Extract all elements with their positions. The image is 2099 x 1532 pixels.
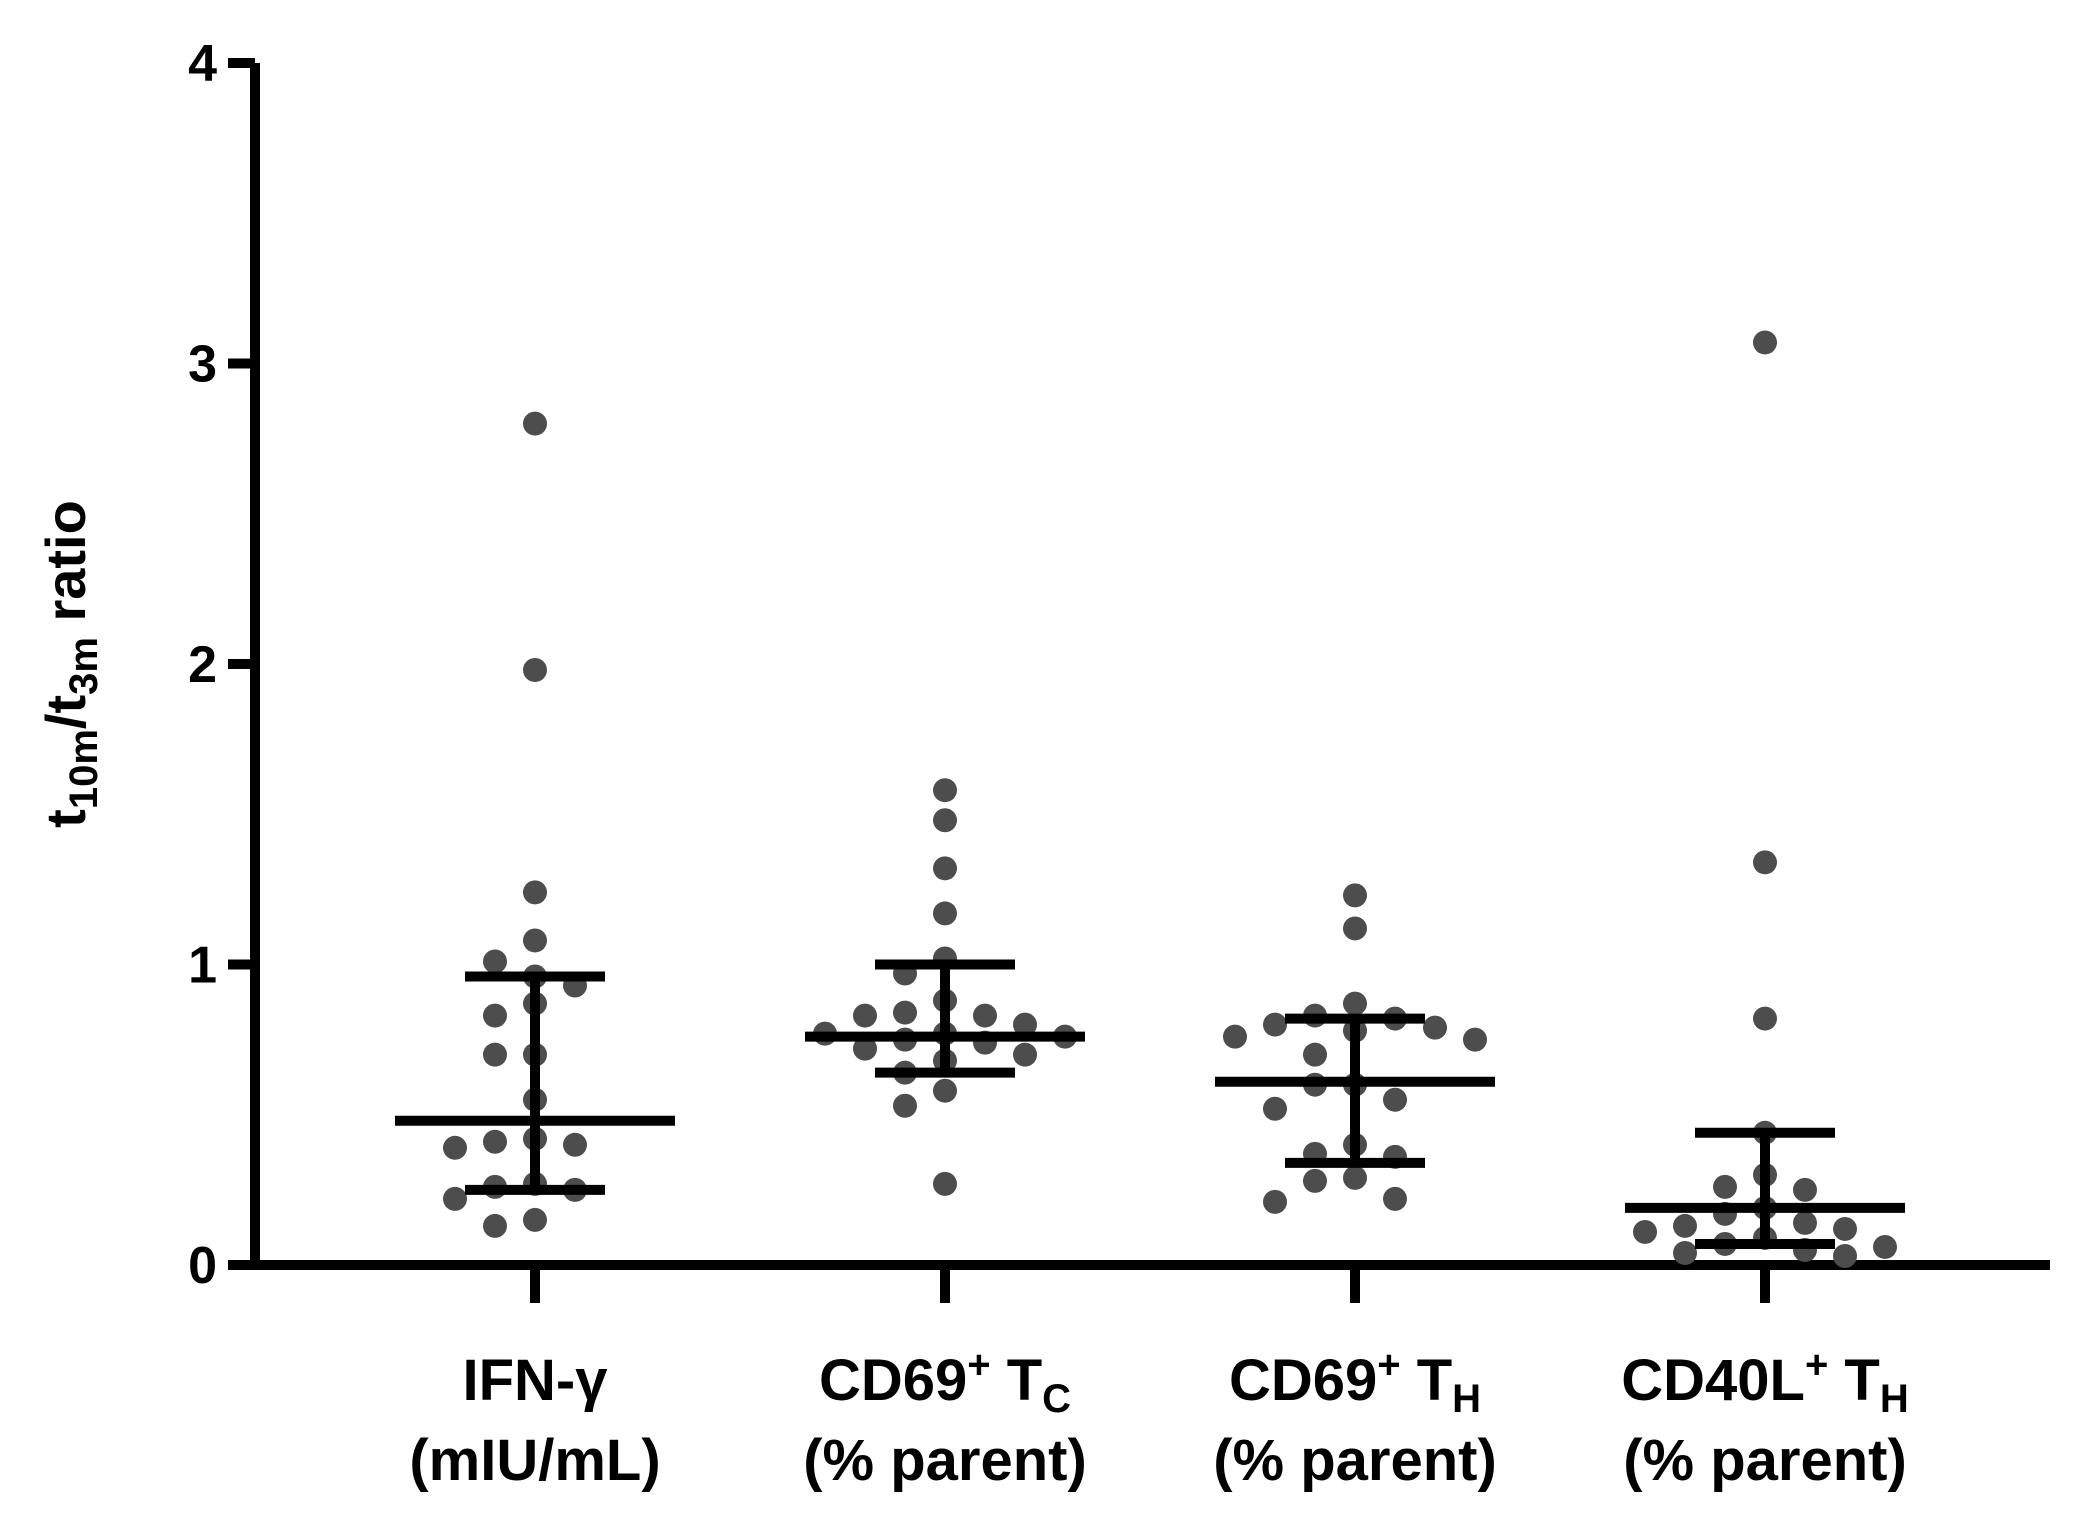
data-marks <box>395 330 1905 1268</box>
point-cd40l-th-11 <box>1833 1216 1857 1241</box>
category-sublabel-cd69-th: (% parent) <box>1213 1428 1497 1493</box>
category-label-part-cd69-th-1: + <box>1377 1343 1400 1387</box>
y-tick-label-1: 1 <box>188 937 217 995</box>
point-ifn-0 <box>523 411 547 436</box>
point-ifn-2 <box>523 880 547 905</box>
category-label-cd69-tc: CD69+ TC <box>819 1343 1071 1421</box>
category-label-part-cd69-tc-3: C <box>1042 1377 1071 1421</box>
point-cd40l-th-15 <box>1873 1234 1897 1259</box>
point-cd69-tc-16 <box>853 1036 877 1061</box>
point-ifn-20 <box>523 1207 547 1232</box>
point-cd40l-th-0 <box>1753 330 1777 355</box>
point-ifn-13 <box>483 1129 507 1154</box>
point-cd40l-th-9 <box>1793 1210 1817 1235</box>
category-label-part-cd69-th-2: T <box>1401 1348 1453 1413</box>
point-cd69-th-14 <box>1263 1096 1287 1121</box>
point-cd69-tc-20 <box>933 1078 957 1103</box>
point-cd69-th-2 <box>1343 991 1367 1016</box>
y-axis-label-part-2: /t <box>34 695 97 729</box>
point-cd40l-th-2 <box>1753 1006 1777 1031</box>
point-cd69-tc-3 <box>933 901 957 926</box>
point-ifn-15 <box>443 1135 467 1160</box>
point-ifn-14 <box>563 1132 587 1157</box>
point-cd69-tc-10 <box>1013 1012 1037 1037</box>
category-sublabel-ifn: (mIU/mL) <box>409 1428 660 1493</box>
point-ifn-8 <box>483 1003 507 1028</box>
point-cd40l-th-10 <box>1673 1213 1697 1238</box>
y-axis-label-part-3: 3m <box>62 637 106 695</box>
point-cd69-tc-1 <box>933 808 957 833</box>
point-ifn-19 <box>443 1186 467 1211</box>
category-label-part-cd40l-th-0: CD40L <box>1621 1348 1805 1413</box>
category-sublabel-cd69-tc: (% parent) <box>803 1428 1087 1493</box>
point-cd69-th-9 <box>1463 1027 1487 1052</box>
point-cd69-th-6 <box>1423 1015 1447 1040</box>
point-cd69-tc-7 <box>893 1000 917 1025</box>
y-axis-label: t10m/t3m ratio <box>34 500 106 828</box>
axes <box>228 58 2050 1303</box>
point-cd69-th-1 <box>1343 916 1367 941</box>
point-cd69-th-19 <box>1303 1168 1327 1193</box>
point-cd40l-th-5 <box>1713 1174 1737 1199</box>
category-label-part-cd40l-th-1: + <box>1805 1343 1828 1387</box>
point-cd69-tc-17 <box>1013 1042 1037 1067</box>
point-cd40l-th-17 <box>1673 1240 1697 1265</box>
point-ifn-1 <box>523 658 547 683</box>
y-tick-label-2: 2 <box>188 636 217 694</box>
category-label-part-cd69-th-0: CD69 <box>1229 1348 1377 1413</box>
category-label-cd69-th: CD69+ TH <box>1229 1343 1481 1421</box>
y-axis-label-part-0: t <box>34 809 97 828</box>
y-axis-label-part-1: 10m <box>62 729 106 809</box>
category-label-part-cd69-tc-2: T <box>991 1348 1043 1413</box>
point-cd40l-th-12 <box>1633 1219 1657 1244</box>
point-cd69-th-8 <box>1223 1024 1247 1049</box>
category-label-part-cd69-tc-0: CD69 <box>819 1348 967 1413</box>
point-cd69-tc-21 <box>893 1093 917 1118</box>
point-ifn-4 <box>483 949 507 974</box>
category-label-part-cd40l-th-2: T <box>1828 1348 1880 1413</box>
point-cd69-th-5 <box>1263 1012 1287 1037</box>
point-cd69-tc-22 <box>933 1171 957 1196</box>
point-cd40l-th-6 <box>1793 1177 1817 1202</box>
point-cd69-th-13 <box>1383 1087 1407 1112</box>
point-ifn-3 <box>523 928 547 953</box>
point-cd69-th-0 <box>1343 883 1367 908</box>
category-label-part-cd69-tc-1: + <box>967 1343 990 1387</box>
y-tick-label-3: 3 <box>188 336 217 394</box>
point-ifn-10 <box>483 1042 507 1067</box>
category-label-part-ifn-0: IFN-γ <box>463 1348 609 1413</box>
category-label-ifn: IFN-γ <box>463 1348 609 1413</box>
point-cd69-tc-0 <box>933 778 957 803</box>
y-tick-label-0: 0 <box>188 1237 217 1295</box>
point-cd69-tc-8 <box>973 1003 997 1028</box>
point-cd69-th-10 <box>1303 1042 1327 1067</box>
point-cd69-tc-2 <box>933 856 957 881</box>
point-cd69-th-18 <box>1343 1165 1367 1190</box>
y-tick-label-4: 4 <box>188 35 217 93</box>
point-cd69-th-21 <box>1263 1189 1287 1214</box>
y-axis-label-part-4: ratio <box>34 500 97 637</box>
category-label-part-cd40l-th-3: H <box>1880 1377 1909 1421</box>
point-cd40l-th-18 <box>1833 1243 1857 1268</box>
category-sublabel-cd40l-th: (% parent) <box>1623 1428 1907 1493</box>
category-label-cd40l-th: CD40L+ TH <box>1621 1343 1909 1421</box>
point-cd40l-th-1 <box>1753 850 1777 875</box>
category-label-part-cd69-th-3: H <box>1452 1377 1481 1421</box>
point-ifn-21 <box>483 1213 507 1238</box>
point-cd69-tc-9 <box>853 1003 877 1028</box>
point-cd69-th-20 <box>1383 1186 1407 1211</box>
